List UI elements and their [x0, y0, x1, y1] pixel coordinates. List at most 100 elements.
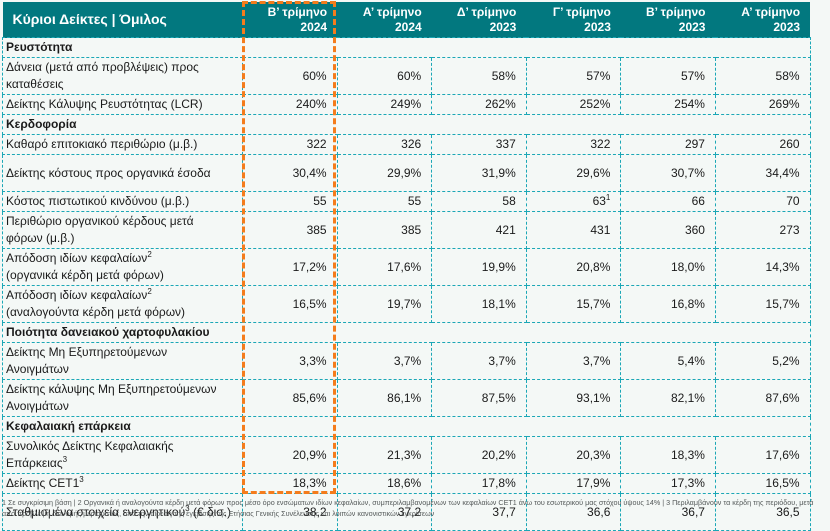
value-cell: 93,1%	[525, 379, 622, 417]
value-cell: 58%	[714, 57, 811, 95]
value-text: 20,3%	[576, 447, 611, 462]
section-empty-cell	[620, 114, 716, 135]
value-text: 16,5%	[765, 476, 800, 490]
table-row: Δείκτης κόστους προς οργανικά έσοδα 30,4%…	[2, 154, 811, 192]
value-cell: 17,6%	[336, 248, 433, 286]
value-text: 58%	[491, 68, 516, 83]
value-text: 55	[313, 194, 327, 208]
row-label-text: Περιθώριο οργανικού κέρδους μετά φόρων (…	[6, 214, 194, 245]
value-cell: 87,6%	[714, 379, 811, 417]
value-cell: 252%	[525, 94, 622, 115]
value-text: 58	[502, 194, 516, 208]
value-cell: 322	[525, 134, 622, 155]
section-empty-cell	[242, 322, 338, 343]
row-label-text: Δάνεια (μετά από προβλέψεις) προς καταθέ…	[6, 60, 199, 91]
section-row: Κεφαλαιακή επάρκεια	[2, 416, 811, 437]
value-text: 431	[590, 222, 611, 237]
value-text: 70	[786, 194, 800, 208]
value-cell: 57%	[620, 57, 716, 95]
value-text: 385	[306, 222, 327, 237]
value-text: 3,7%	[583, 353, 611, 368]
value-text: 31,9%	[481, 165, 516, 180]
value-text: 322	[590, 137, 611, 151]
value-cell: 16,5%	[242, 285, 338, 323]
value-cell: 60%	[336, 57, 433, 95]
value-cell: 36,6	[525, 493, 622, 531]
value-cell: 30,7%	[620, 154, 716, 192]
section-empty-cell	[337, 37, 432, 58]
value-text: 82,1%	[670, 390, 705, 405]
value-cell: 17,9%	[525, 473, 622, 494]
value-text: 86,1%	[387, 390, 422, 405]
value-text: 14,3%	[765, 259, 800, 274]
row-label-subtext: (οργανικά κέρδη μετά φόρων)	[6, 268, 164, 282]
section-empty-cell	[620, 37, 716, 58]
value-cell: 70	[714, 191, 811, 212]
row-label-subtext: (€ δισ.)	[192, 504, 232, 519]
table-row: Συνολικός Δείκτης Κεφαλαιακής Επάρκειας3…	[2, 436, 811, 474]
value-cell: 60%	[242, 57, 338, 95]
column-header: Β’ τρίμηνο 2023	[620, 2, 716, 38]
value-text: 36,6	[587, 504, 611, 519]
footnote-marker: 1	[605, 193, 611, 202]
column-header: Α’ τρίμηνο 2023	[715, 2, 811, 38]
value-text: 20,9%	[292, 447, 327, 462]
section-title: Κερδοφορία	[2, 114, 243, 135]
value-text: 16,5%	[292, 296, 327, 311]
row-label: Δείκτης Κάλυψης Ρευστότητας (LCR)	[2, 94, 243, 115]
table-row: Δείκτης CET13 18,3% 18,6% 17,8% 17,9% 17,3% 16…	[2, 473, 811, 494]
value-cell: 20,2%	[431, 436, 527, 474]
table-row: Δείκτης Κάλυψης Ρευστότητας (LCR) 240% 249…	[2, 94, 811, 115]
value-cell: 297	[620, 134, 716, 155]
value-text: 3,7%	[488, 353, 516, 368]
value-cell: 29,9%	[336, 154, 433, 192]
value-text: 19,9%	[481, 259, 516, 274]
value-text: 36,7	[681, 504, 705, 519]
value-cell: 17,2%	[242, 248, 338, 286]
value-cell: 240%	[242, 94, 338, 115]
section-empty-cell	[620, 322, 716, 343]
value-cell: 31,9%	[431, 154, 527, 192]
value-cell: 360	[620, 211, 716, 249]
row-label: Δείκτης κάλυψης Μη Εξυπηρετούμενων Ανοιγ…	[2, 379, 243, 417]
value-text: 18,1%	[481, 296, 516, 311]
value-text: 87,5%	[481, 390, 516, 405]
value-cell: 86,1%	[336, 379, 433, 417]
value-cell: 16,8%	[620, 285, 716, 323]
table-row: Δείκτης κάλυψης Μη Εξυπηρετούμενων Ανοιγ…	[2, 379, 811, 417]
value-cell: 5,2%	[714, 342, 811, 380]
value-cell: 421	[431, 211, 527, 249]
value-cell: 18,3%	[620, 436, 716, 474]
value-cell: 29,6%	[525, 154, 622, 192]
table-title: Κύριοι Δείκτες | Όμιλος	[2, 2, 243, 38]
value-cell: 3,7%	[336, 342, 433, 380]
section-empty-cell	[526, 416, 621, 437]
value-text: 30,7%	[670, 165, 705, 180]
row-label-text: Δείκτης κόστους προς οργανικά έσοδα	[6, 165, 211, 180]
value-cell: 17,3%	[620, 473, 716, 494]
value-text: 3,3%	[299, 353, 327, 368]
value-cell: 17,8%	[431, 473, 527, 494]
row-label-text: Δείκτης Μη Εξυπηρετούμενων Ανοιγμάτων	[6, 345, 168, 376]
value-text: 18,6%	[387, 476, 422, 490]
value-text: 18,0%	[670, 259, 705, 274]
row-label-text: Δείκτης κάλυψης Μη Εξυπηρετούμενων Ανοιγ…	[6, 382, 217, 413]
row-label: Απόδοση ιδίων κεφαλαίων2 (αναλογούντα κέρ…	[2, 285, 243, 323]
value-cell: 17,6%	[714, 436, 811, 474]
value-text: 17,9%	[576, 476, 611, 490]
kpi-table-body: Ρευστότητα Δάνεια (μετά από προβλέψεις) π…	[2, 37, 811, 531]
footnote: 1 Σε συγκρίσιμη βάση | 2 Οργανικά ή αναλ…	[2, 498, 814, 518]
value-text: 87,6%	[765, 390, 800, 405]
value-text: 17,6%	[765, 447, 800, 462]
header-row: Κύριοι Δείκτες | Όμιλος Β’ τρίμηνο 2024 Α…	[2, 2, 811, 38]
column-quarter: Δ’ τρίμηνο	[456, 4, 517, 19]
row-label-text: Σταθμισμένα στοιχεία ενεργητικού	[6, 504, 186, 519]
value-cell: 18,6%	[336, 473, 433, 494]
section-title: Ρευστότητα	[2, 37, 243, 58]
row-label-text: Κόστος πιστωτικού κινδύνου (μ.β.)	[6, 194, 190, 208]
value-text: 66	[691, 194, 705, 208]
footnote-marker: 2	[147, 250, 152, 259]
value-text: 262%	[485, 97, 516, 111]
section-empty-cell	[431, 416, 527, 437]
value-cell: 15,7%	[525, 285, 622, 323]
